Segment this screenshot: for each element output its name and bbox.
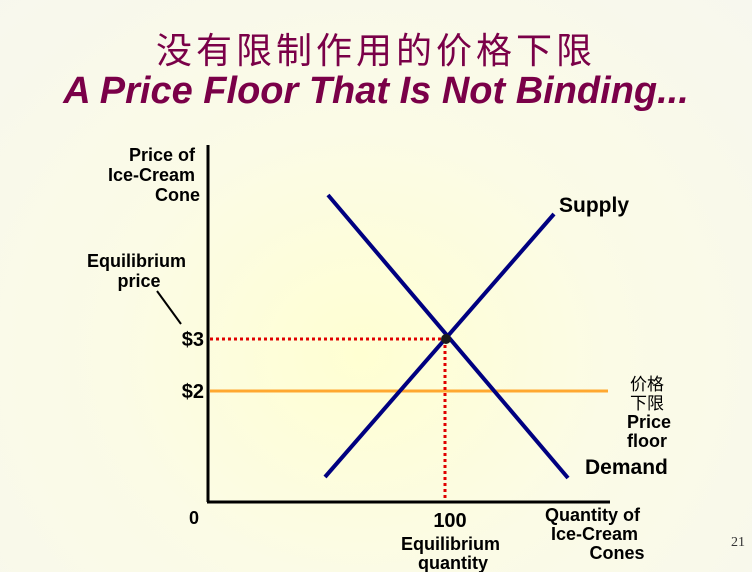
title-chinese: 没有限制作用的价格下限 — [155, 31, 596, 72]
price-3-label: $3 — [182, 329, 204, 351]
slide-number: 21 — [731, 535, 745, 550]
x-axis-label: Quantity of Ice-Cream Cones — [545, 505, 645, 563]
y-axis-label: Price of Ice-Cream Cone — [108, 145, 200, 205]
title-english: A Price Floor That Is Not Binding... — [63, 70, 689, 112]
equilibrium-price-pointer — [156, 290, 182, 325]
price-2-label: $2 — [182, 381, 204, 403]
supply-curve — [323, 212, 556, 479]
equilibrium-quantity-value: 100 — [433, 510, 466, 532]
price-floor-label-zh: 价格 下限 — [630, 375, 669, 414]
equilibrium-point — [441, 334, 451, 344]
equilibrium-price-label: Equilibrium price — [87, 251, 191, 291]
demand-label: Demand — [585, 456, 668, 479]
equilibrium-quantity-label: Equilibrium quantity — [401, 534, 505, 572]
supply-label: Supply — [559, 194, 629, 217]
origin-label: 0 — [189, 508, 199, 528]
price-floor-label-en: Price floor — [627, 412, 676, 451]
